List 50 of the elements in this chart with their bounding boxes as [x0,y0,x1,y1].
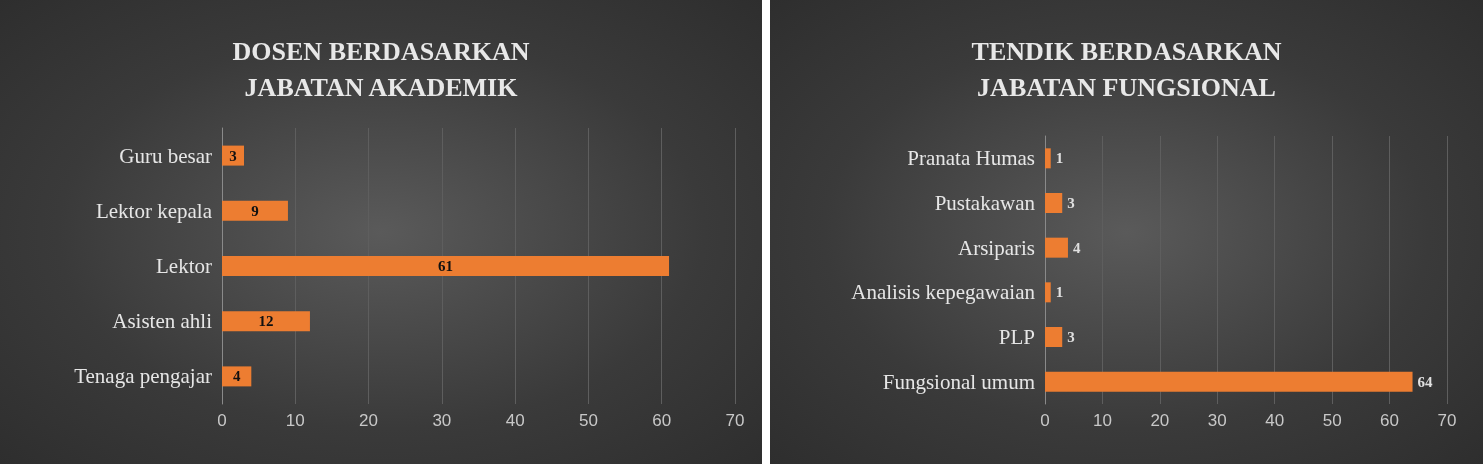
x-tick-label: 40 [1265,411,1285,430]
data-label: 1 [1055,150,1064,167]
x-tick-label: 10 [1092,411,1112,430]
chart-title: DOSEN BERDASARKAN JABATAN AKADEMIK [232,36,530,102]
x-tick-label: 50 [578,411,598,430]
y-tick-label: Tenaga pengajar [74,364,212,389]
x-tick-label: 0 [1040,411,1050,430]
y-tick-label: Lektor [156,254,212,278]
y-tick-label: Guru besar [119,143,212,168]
y-tick-label: Arsiparis [958,235,1035,260]
x-tick-label: 60 [1380,411,1400,430]
bar [1045,148,1051,169]
x-tick-label: 60 [652,411,672,430]
x-tick-label: 30 [1207,411,1227,430]
bar [222,256,670,276]
data-label: 12 [258,313,274,330]
y-tick-label: Asisten ahli [112,309,213,334]
y-tick-label: Fungsional umum [882,369,1035,394]
data-label: 3 [229,147,237,164]
x-tick-label: 10 [285,411,305,430]
data-label: 61 [438,258,454,274]
data-label: 1 [1055,284,1064,301]
x-tick-label: 40 [505,411,525,430]
data-label: 4 [1072,239,1081,256]
data-label: 3 [1067,195,1075,211]
bar [1045,282,1051,303]
x-tick-label: 70 [725,411,745,430]
x-tick-label: 20 [1150,411,1170,430]
x-tick-label: 70 [1437,411,1457,430]
chart-title: TENDIK BERDASARKAN JABATAN FUNGSIONAL [971,36,1282,102]
y-tick-label: PLP [998,325,1035,349]
y-tick-label: Analisis kepegawaian [851,280,1036,305]
bar [222,200,288,221]
x-tick-label: 30 [432,411,452,430]
data-label: 64 [1417,373,1434,390]
bar [222,311,310,332]
data-label: 9 [251,202,259,219]
y-tick-label: Pranata Humas [907,146,1035,171]
y-tick-label: Pustakawan [934,191,1036,215]
bar [222,366,252,387]
x-tick-label: 0 [217,411,227,430]
bar [1045,193,1063,213]
y-tick-label: Lektor kepala [95,198,213,223]
x-tick-label: 50 [1322,411,1342,430]
x-tick-label: 20 [359,411,379,430]
data-label: 3 [1067,329,1075,345]
bar [1045,327,1063,347]
bar [1045,237,1068,258]
data-label: 4 [232,368,241,385]
bar [1045,371,1413,392]
